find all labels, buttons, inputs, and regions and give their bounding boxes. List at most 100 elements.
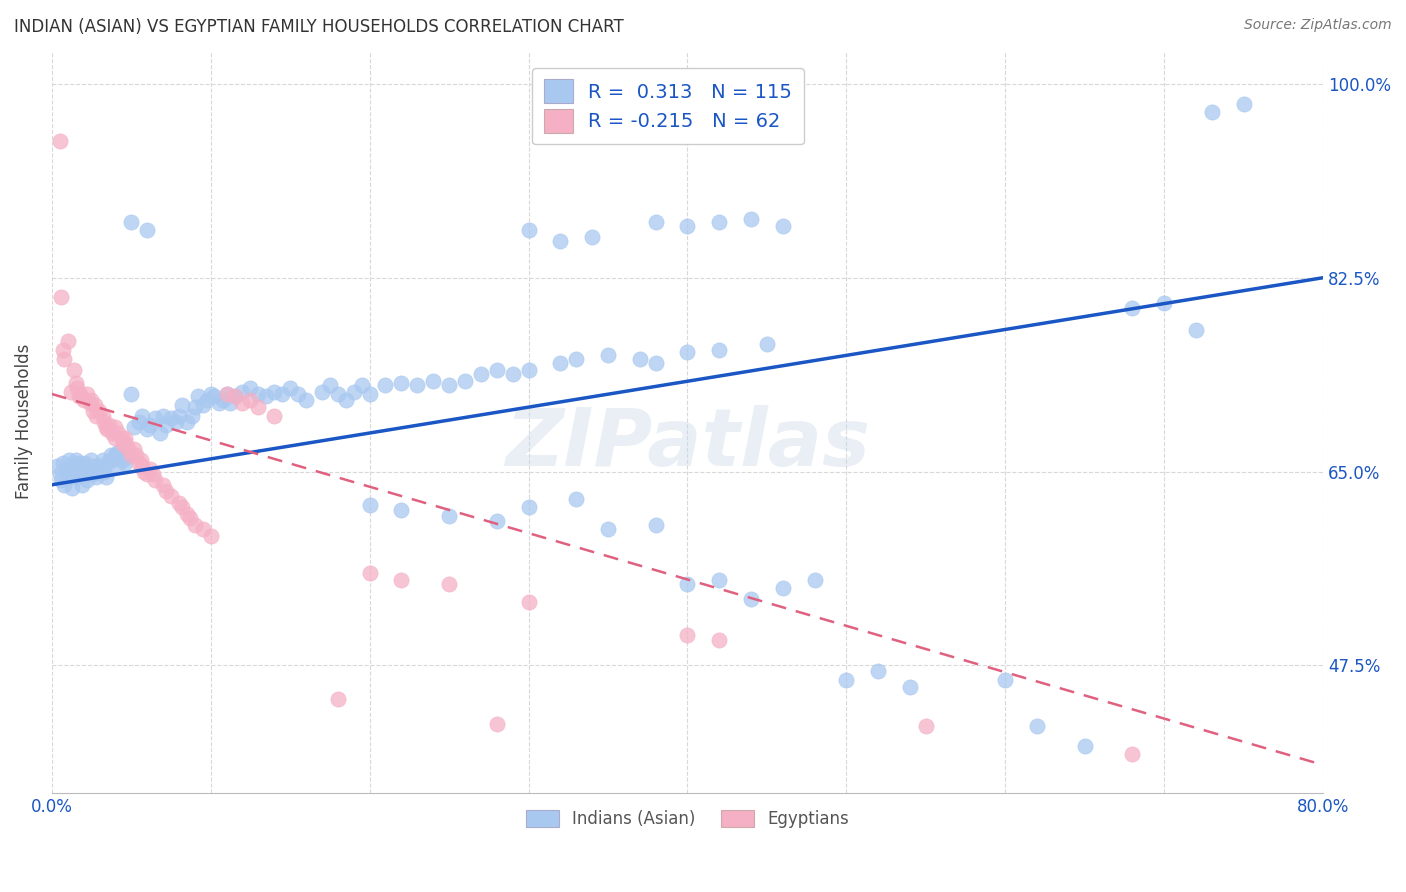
Point xyxy=(101,425,124,440)
Point xyxy=(1026,719,1049,733)
Point xyxy=(91,409,114,424)
Point xyxy=(180,409,202,424)
Point xyxy=(176,507,198,521)
Point xyxy=(107,444,129,458)
Point xyxy=(79,396,101,410)
Point xyxy=(231,384,253,399)
Point xyxy=(93,415,115,429)
Point xyxy=(485,362,508,376)
Point xyxy=(454,374,477,388)
Point xyxy=(67,389,90,403)
Point xyxy=(389,503,412,517)
Point xyxy=(112,453,135,467)
Point xyxy=(65,453,87,467)
Point xyxy=(191,522,214,536)
Point xyxy=(104,448,127,462)
Point xyxy=(565,492,588,507)
Point xyxy=(142,467,165,481)
Point xyxy=(517,362,540,376)
Point xyxy=(437,508,460,523)
Point xyxy=(59,467,82,481)
Point xyxy=(224,389,246,403)
Point xyxy=(295,392,318,407)
Point xyxy=(120,215,142,229)
Point xyxy=(184,401,207,415)
Point xyxy=(48,135,70,149)
Point xyxy=(437,378,460,392)
Point xyxy=(835,673,858,687)
Legend: Indians (Asian), Egyptians: Indians (Asian), Egyptians xyxy=(517,801,858,837)
Point xyxy=(215,387,238,401)
Point xyxy=(45,458,67,473)
Point xyxy=(740,591,762,606)
Point xyxy=(167,495,190,509)
Point xyxy=(263,409,285,424)
Point xyxy=(111,442,134,457)
Point xyxy=(84,470,107,484)
Point xyxy=(84,409,107,424)
Point xyxy=(709,215,731,229)
Point xyxy=(139,417,162,432)
Point xyxy=(155,417,177,432)
Point xyxy=(207,396,229,410)
Point xyxy=(868,664,890,678)
Point xyxy=(55,462,77,476)
Point xyxy=(152,409,174,424)
Point xyxy=(117,442,139,457)
Point xyxy=(389,573,412,587)
Point xyxy=(131,458,153,473)
Point xyxy=(184,517,207,532)
Point xyxy=(676,577,699,591)
Point xyxy=(263,384,285,399)
Point xyxy=(83,398,105,412)
Point xyxy=(485,717,508,731)
Point xyxy=(124,442,146,457)
Point xyxy=(72,465,94,479)
Point xyxy=(94,420,117,434)
Point xyxy=(709,343,731,357)
Point xyxy=(124,420,146,434)
Point xyxy=(160,489,183,503)
Point xyxy=(82,467,104,481)
Point xyxy=(709,573,731,587)
Point xyxy=(104,420,127,434)
Text: Source: ZipAtlas.com: Source: ZipAtlas.com xyxy=(1244,18,1392,32)
Point xyxy=(517,500,540,514)
Point xyxy=(80,392,103,407)
Point xyxy=(212,392,235,407)
Point xyxy=(53,351,76,366)
Point xyxy=(644,215,666,229)
Point xyxy=(550,356,572,370)
Point xyxy=(170,398,193,412)
Point xyxy=(374,378,396,392)
Point xyxy=(565,351,588,366)
Point xyxy=(1121,301,1143,315)
Point xyxy=(326,387,349,401)
Point xyxy=(128,456,150,470)
Point xyxy=(470,367,492,381)
Point xyxy=(254,389,277,403)
Point xyxy=(105,458,128,473)
Point xyxy=(644,356,666,370)
Point xyxy=(176,415,198,429)
Point xyxy=(231,396,253,410)
Point xyxy=(56,470,79,484)
Point xyxy=(311,384,333,399)
Point xyxy=(200,387,222,401)
Point xyxy=(104,431,127,445)
Point xyxy=(422,374,444,388)
Point xyxy=(1201,104,1223,119)
Point xyxy=(136,223,159,237)
Point xyxy=(77,458,100,473)
Point xyxy=(803,573,825,587)
Point xyxy=(111,431,134,445)
Point xyxy=(1074,739,1097,753)
Point xyxy=(1185,323,1208,337)
Point xyxy=(179,511,201,525)
Point xyxy=(128,415,150,429)
Point xyxy=(91,453,114,467)
Point xyxy=(406,378,429,392)
Point xyxy=(343,384,366,399)
Point xyxy=(898,681,921,695)
Point xyxy=(1121,747,1143,761)
